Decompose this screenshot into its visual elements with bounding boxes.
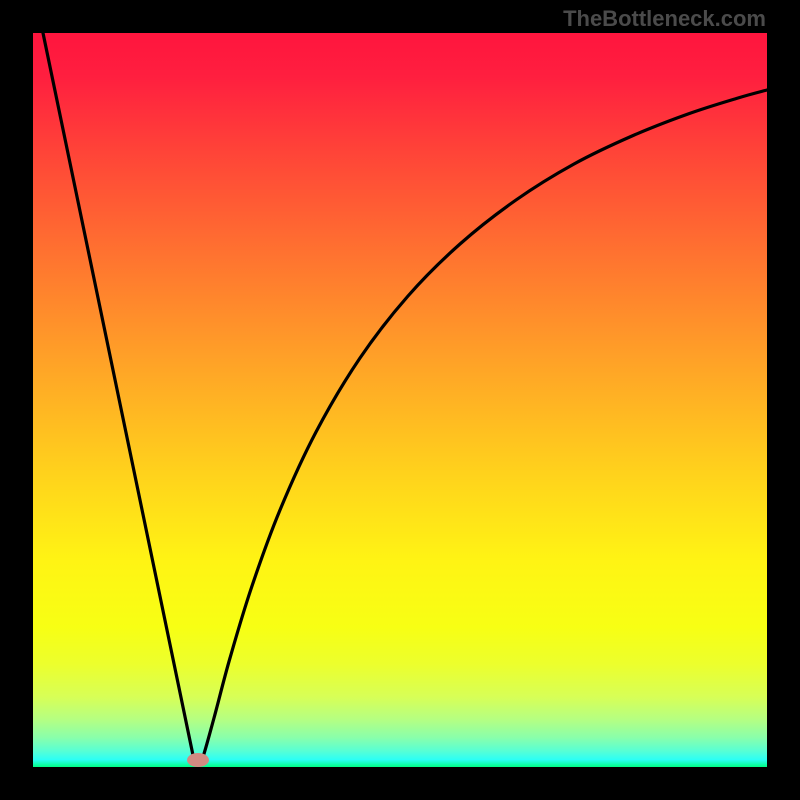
valley-marker	[187, 753, 209, 767]
chart-frame: TheBottleneck.com	[0, 0, 800, 800]
watermark-text: TheBottleneck.com	[563, 6, 766, 32]
plot-area	[33, 33, 767, 767]
curve-layer	[33, 33, 767, 767]
bottleneck-curve	[43, 33, 767, 763]
